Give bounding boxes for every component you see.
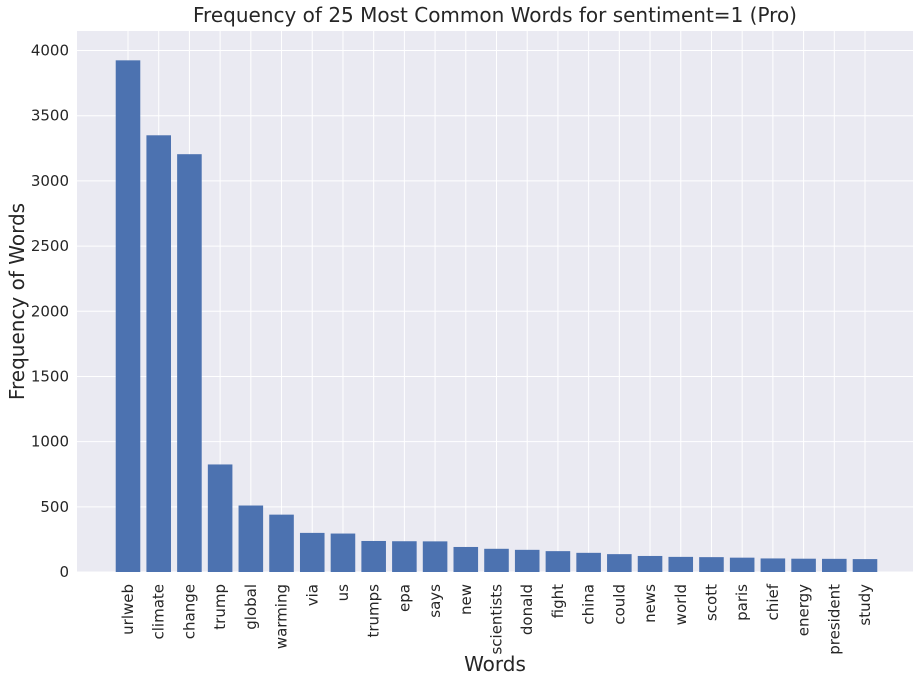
x-tick-label: says [426,584,444,618]
bar-says [422,541,448,572]
bar-study [852,559,878,572]
x-tick-label: president [825,584,843,655]
x-tick-label: chief [764,583,782,620]
bar-global [238,505,264,572]
bar-energy [791,558,816,572]
bar-trumps [361,540,386,572]
x-tick-label: epa [395,584,413,612]
y-axis-ticks: 0 500 1000 1500 2000 2500 3000 3500 4000 [31,42,69,581]
bar-could [607,554,632,572]
x-tick-label: climate [150,584,168,640]
x-tick-label: study [856,584,874,626]
y-tick-label: 0 [59,563,69,581]
x-axis-label: Words [464,652,526,676]
y-tick-label: 500 [40,498,69,516]
chart-title: Frequency of 25 Most Common Words for se… [193,3,797,27]
y-tick-label: 3000 [31,172,69,190]
bar-us [330,533,356,572]
y-tick-label: 2000 [31,302,69,320]
grid-lines [77,31,913,573]
bar-climate [146,135,171,572]
x-tick-label: paris [733,584,751,621]
bar-scott [699,557,724,572]
bar-chief [760,558,786,572]
y-tick-label: 3500 [31,107,69,125]
x-tick-label: new [457,584,475,615]
bar-china [576,552,601,572]
y-tick-label: 4000 [31,42,69,60]
x-tick-label: energy [795,584,813,636]
y-tick-label: 2500 [31,237,69,255]
bar-new [453,546,479,572]
x-tick-label: donald [518,584,536,635]
bar-fight [545,551,571,572]
x-tick-label: warming [273,584,291,649]
bar-world [668,556,694,572]
x-tick-label: china [580,584,598,625]
bar-epa [392,541,417,572]
bar-change [177,154,202,572]
x-tick-label: change [180,584,198,639]
bar-news [637,555,663,572]
bar-via [299,532,325,572]
bars [115,60,878,572]
y-tick-label: 1000 [31,433,69,451]
x-tick-label: global [242,584,260,630]
plot-area [77,31,913,572]
bar-donald [514,549,540,572]
x-tick-label: scientists [488,584,506,655]
x-tick-label: us [334,584,352,602]
x-tick-label: could [610,584,628,625]
x-tick-label: urlweb [119,584,137,635]
x-tick-label: via [303,584,321,606]
x-tick-label: scott [702,584,720,621]
x-tick-label: trump [211,584,229,630]
x-tick-label: trumps [365,584,383,638]
y-tick-label: 1500 [31,367,69,385]
bar-paris [729,557,755,572]
bar-scientists [484,548,509,572]
bar-urlweb [115,60,141,572]
y-axis-label: Frequency of Words [5,203,29,400]
x-tick-label: fight [549,584,567,618]
x-tick-label: world [672,584,690,625]
x-axis-ticks: urlweb climate change trump global warming via… [119,583,874,654]
bar-trump [207,464,233,572]
x-tick-label: news [641,584,659,623]
bar-president [822,558,847,572]
bar-warming [269,514,294,572]
